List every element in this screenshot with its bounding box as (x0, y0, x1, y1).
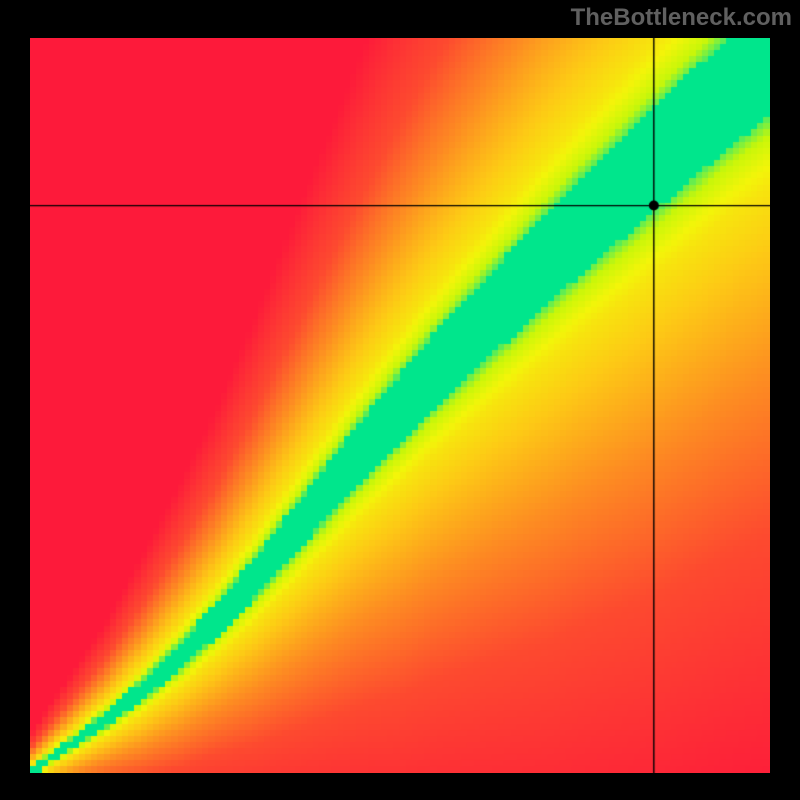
chart-frame: TheBottleneck.com (0, 0, 800, 800)
watermark-text: TheBottleneck.com (571, 4, 792, 32)
bottleneck-heatmap (30, 38, 770, 773)
